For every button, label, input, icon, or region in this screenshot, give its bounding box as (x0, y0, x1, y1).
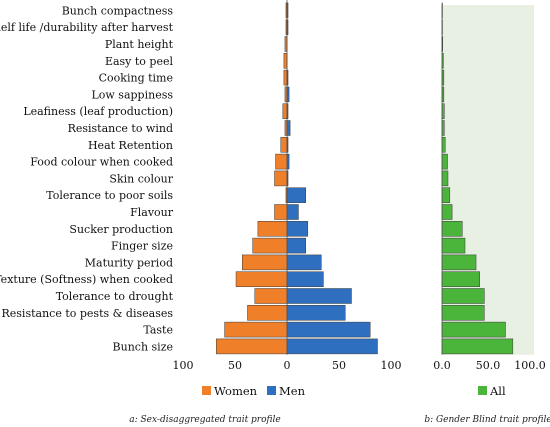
bar-women-heat-retention (280, 137, 288, 153)
bar-women-cooking-time (283, 69, 288, 86)
bar-women-texture-softness-when-cooked (235, 271, 288, 287)
bar-all-sucker-production (441, 221, 463, 237)
category-label-cooking-time: Cooking time (99, 72, 173, 85)
legend-swatch-men (267, 386, 276, 395)
panel-a-caption: a: Sex-disaggregated trait profile (129, 415, 281, 425)
category-label-texture-softness-when-cooked: Texture (Softness) when cooked (0, 273, 173, 286)
category-label-plant-height: Plant height (105, 38, 174, 51)
category-label-flavour: Flavour (130, 206, 174, 219)
x-tick-label: 50.0 (476, 359, 501, 372)
panel-b-caption: b: Gender Blind trait profile (424, 415, 550, 425)
x-tick-label: 0 (284, 359, 291, 372)
bar-women-skin-colour (274, 170, 288, 187)
category-label-low-sappiness: Low sappiness (91, 88, 173, 101)
legend-swatch-all (478, 386, 487, 395)
category-label-maturity-period: Maturity period (85, 256, 173, 269)
x-tick-label: 100 (381, 359, 402, 372)
bar-women-tolerance-to-drought (254, 288, 288, 304)
bar-men-resistance-to-wind (286, 120, 291, 136)
bar-women-bunch-size (216, 338, 288, 355)
x-tick-label: 100.0 (514, 359, 546, 372)
legend-swatch-women (202, 386, 211, 395)
bar-women-finger-size (252, 237, 288, 254)
bar-men-taste (286, 321, 371, 338)
category-label-easy-to-peel: Easy to peel (105, 55, 174, 68)
legend-label-women: Women (214, 384, 258, 398)
x-tick-label: 0.0 (433, 359, 451, 372)
bar-men-maturity-period (286, 254, 322, 271)
category-label-resistance-to-pests-diseases: Resistance to pests & diseases (2, 307, 174, 320)
bar-women-resistance-to-pests-diseases (247, 305, 288, 321)
bar-all-skin-colour (441, 170, 449, 187)
category-label-taste: Taste (143, 324, 173, 337)
category-label-sucker-production: Sucker production (69, 223, 173, 236)
category-label-heat-retention: Heat Retention (88, 139, 173, 152)
bar-men-finger-size (286, 237, 306, 254)
category-label-shelf-life-durability-after-harvest: Shelf life /durability after harvest (0, 21, 174, 34)
bar-all-heat-retention (441, 137, 446, 153)
legend-label-men: Men (279, 384, 306, 398)
bar-women-flavour (274, 204, 288, 220)
bar-all-tolerance-to-poor-soils (441, 187, 451, 203)
bar-all-food-colour-when-cooked (441, 153, 448, 170)
panel-b-legend: All (478, 384, 506, 398)
panel-a-sex-disaggregated: Bunch compactness Shelf life /durability … (0, 0, 402, 425)
bar-women-sucker-production (257, 221, 288, 237)
bar-men-texture-softness-when-cooked (286, 271, 324, 287)
bar-all-resistance-to-pests-diseases (441, 305, 485, 321)
bar-all-flavour (441, 204, 453, 220)
bar-all-bunch-size (441, 338, 514, 355)
x-tick-label: 50 (332, 359, 346, 372)
category-label-leafiness-leaf-production: Leafiness (leaf production) (23, 105, 173, 118)
bar-all-texture-softness-when-cooked (441, 271, 480, 287)
bar-women-taste (224, 321, 288, 338)
legend-label-all: All (489, 384, 506, 398)
bar-all-taste (441, 321, 506, 338)
bar-men-bunch-size (286, 338, 378, 355)
category-label-tolerance-to-drought: Tolerance to drought (56, 290, 174, 303)
bar-women-easy-to-peel (283, 53, 288, 69)
category-label-food-colour-when-cooked: Food colour when cooked (30, 156, 173, 169)
bar-women-leafiness-leaf-production (282, 103, 288, 119)
category-label-bunch-size: Bunch size (113, 340, 173, 353)
x-tick-label: 100 (173, 359, 194, 372)
bar-women-food-colour-when-cooked (275, 153, 288, 170)
panel-a-legend: Women Men (202, 384, 306, 398)
bar-all-tolerance-to-drought (441, 288, 485, 304)
x-tick-label: 50 (228, 359, 242, 372)
bar-men-flavour (286, 204, 299, 220)
bar-all-finger-size (441, 237, 466, 254)
bar-all-maturity-period (441, 254, 477, 271)
panel-b-gender-blind: 0.0 50.0 100.0 All b: Gender Blind trait p… (424, 2, 550, 425)
category-label-tolerance-to-poor-soils: Tolerance to poor soils (46, 189, 173, 202)
bar-men-tolerance-to-drought (286, 288, 352, 304)
bar-women-maturity-period (242, 254, 288, 271)
bar-men-resistance-to-pests-diseases (286, 305, 346, 321)
category-label-skin-colour: Skin colour (109, 172, 173, 185)
category-label-finger-size: Finger size (111, 240, 173, 253)
bar-men-tolerance-to-poor-soils (286, 187, 306, 203)
bar-men-sucker-production (286, 221, 309, 237)
category-label-resistance-to-wind: Resistance to wind (68, 122, 173, 135)
category-label-bunch-compactness: Bunch compactness (62, 4, 174, 17)
